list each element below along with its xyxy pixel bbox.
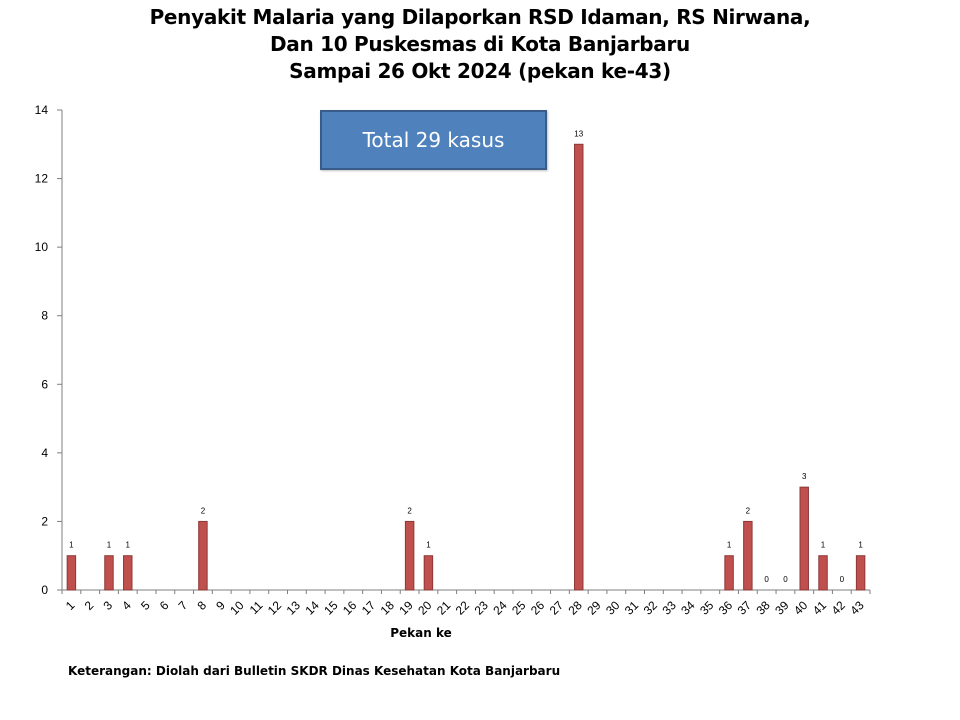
data-label-week-19: 2 — [407, 506, 412, 515]
y-tick-label: 2 — [41, 514, 48, 528]
x-tick-label: 35 — [697, 598, 717, 618]
bar-week-19 — [404, 520, 415, 591]
data-label-week-43: 1 — [858, 541, 863, 550]
bar-week-43 — [855, 555, 866, 591]
x-tick-label: 25 — [509, 598, 529, 618]
x-tick-label: 29 — [584, 598, 604, 618]
x-tick-label: 1 — [63, 598, 78, 613]
data-label-week-8: 2 — [201, 506, 206, 515]
chart-title-line-1: Penyakit Malaria yang Dilaporkan RSD Ida… — [149, 5, 811, 29]
x-tick-label: 26 — [528, 598, 548, 618]
x-tick-label: 32 — [641, 598, 661, 618]
x-tick-label: 18 — [378, 598, 398, 618]
x-tick-label: 38 — [753, 598, 773, 618]
bar-week-3 — [104, 555, 114, 591]
x-tick-label: 8 — [194, 598, 209, 613]
total-cases-label: Total 29 kasus — [362, 128, 505, 152]
data-label-week-39: 0 — [783, 575, 788, 584]
data-label-week-42: 0 — [840, 575, 845, 584]
y-tick-label: 4 — [41, 446, 48, 460]
data-label-week-40: 3 — [802, 472, 807, 481]
bar-week-36 — [724, 555, 734, 591]
data-label-week-4: 1 — [126, 541, 131, 550]
x-tick-label: 2 — [82, 598, 97, 613]
y-tick-label: 12 — [35, 172, 49, 186]
data-label-week-3: 1 — [107, 541, 112, 550]
x-tick-label: 42 — [829, 598, 849, 618]
x-tick-label: 10 — [227, 598, 247, 618]
x-tick-label: 34 — [678, 598, 698, 618]
x-tick-label: 40 — [791, 598, 811, 618]
data-label-week-36: 1 — [727, 541, 732, 550]
bar-week-4 — [123, 555, 133, 591]
x-tick-label: 16 — [340, 598, 360, 618]
bar-week-20 — [423, 555, 434, 591]
bar-week-37 — [743, 520, 753, 591]
data-label-week-41: 1 — [821, 541, 826, 550]
y-tick-label: 14 — [35, 103, 49, 117]
y-tick-label: 6 — [41, 377, 48, 391]
x-axis-title: Pekan ke — [390, 626, 452, 640]
x-tick-label: 5 — [138, 598, 153, 613]
x-tick-label: 41 — [810, 598, 830, 618]
bar-week-8 — [198, 520, 208, 591]
x-tick-label: 4 — [119, 598, 134, 613]
chart-title-line-3: Sampai 26 Okt 2024 (pekan ke-43) — [289, 59, 671, 83]
x-tick-label: 9 — [213, 598, 228, 613]
x-tick-label: 7 — [176, 598, 191, 613]
source-note: Keterangan: Diolah dari Bulletin SKDR Di… — [68, 664, 561, 678]
x-tick-label: 36 — [716, 598, 736, 618]
bar-week-1 — [66, 555, 77, 591]
x-tick-label: 22 — [453, 598, 473, 618]
data-label-week-28: 13 — [574, 129, 583, 138]
x-tick-label: 23 — [472, 598, 492, 618]
bar-week-28 — [574, 143, 584, 591]
x-tick-label: 21 — [434, 598, 454, 618]
x-tick-label: 14 — [302, 598, 322, 618]
x-tick-label: 39 — [772, 598, 792, 618]
data-label-week-20: 1 — [426, 541, 431, 550]
x-tick-label: 24 — [490, 598, 510, 618]
x-tick-label: 43 — [847, 598, 867, 618]
x-tick-label: 37 — [735, 598, 755, 618]
x-tick-label: 19 — [396, 598, 416, 618]
x-tick-label: 3 — [100, 598, 115, 613]
x-tick-label: 20 — [415, 598, 435, 618]
x-tick-label: 15 — [321, 598, 341, 618]
x-tick-label: 12 — [265, 598, 285, 618]
y-tick-label: 8 — [41, 309, 48, 323]
x-tick-label: 27 — [547, 598, 567, 618]
data-label-week-37: 2 — [746, 506, 751, 515]
x-tick-label: 31 — [622, 598, 642, 618]
x-tick-label: 6 — [157, 598, 172, 613]
y-tick-label: 10 — [35, 240, 49, 254]
chart-title: Penyakit Malaria yang Dilaporkan RSD Ida… — [0, 4, 960, 85]
bar-week-41 — [818, 555, 828, 591]
x-tick-label: 17 — [359, 598, 379, 618]
data-label-week-38: 0 — [764, 575, 769, 584]
x-tick-label: 28 — [566, 598, 586, 618]
data-label-week-1: 1 — [69, 541, 74, 550]
chart-title-line-2: Dan 10 Puskesmas di Kota Banjarbaru — [270, 32, 690, 56]
bar-week-40 — [799, 486, 809, 591]
y-tick-label: 0 — [41, 583, 48, 597]
total-cases-box: Total 29 kasus — [320, 110, 547, 170]
x-tick-label: 30 — [603, 598, 623, 618]
x-tick-label: 33 — [659, 598, 679, 618]
x-tick-label: 13 — [284, 598, 304, 618]
x-tick-label: 11 — [247, 598, 266, 617]
